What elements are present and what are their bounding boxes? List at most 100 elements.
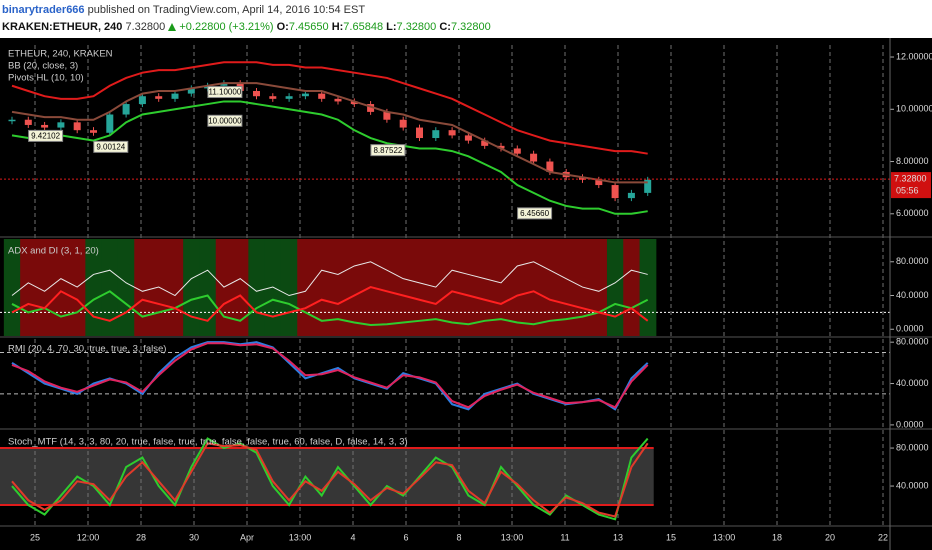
publish-line: binarytrader666 published on TradingView…: [2, 2, 491, 19]
trend-zone: [313, 239, 331, 336]
pivot-box: [93, 140, 129, 153]
x-tick-label: 11: [560, 532, 569, 542]
trend-zone: [606, 239, 624, 336]
change: +0.22800 (+3.21%): [179, 21, 274, 33]
trend-zone: [492, 239, 510, 336]
pivot-label: 6.45660: [520, 209, 549, 218]
candle: [318, 93, 326, 99]
candle: [432, 130, 440, 139]
x-tick-label: 12:00: [77, 532, 100, 542]
panel-title: RMI (20, 4, 70, 30, true, true, 3, false…: [8, 344, 166, 355]
trend-zone: [166, 239, 184, 336]
y-tick-label: 0.0000: [896, 324, 924, 334]
author[interactable]: binarytrader666: [2, 4, 85, 16]
candle: [448, 130, 456, 136]
candle: [41, 124, 49, 128]
x-tick-label: 8: [456, 532, 461, 542]
y-tick-label: 8.00000: [896, 156, 929, 166]
panel-title: ADX and DI (3, 1, 20): [8, 246, 99, 257]
x-tick-label: 13:00: [501, 532, 524, 542]
candle: [530, 153, 538, 162]
y-tick-label: 0.0000: [896, 419, 924, 429]
candle: [253, 90, 260, 97]
pivot-box: [517, 207, 553, 220]
x-tick-label: 20: [825, 532, 835, 542]
series-line: [11, 261, 648, 297]
trend-zone: [52, 239, 70, 336]
x-tick-label: 13:00: [289, 532, 312, 542]
x-tick-label: 4: [350, 532, 355, 542]
x-tick-label: 6: [403, 532, 408, 542]
candle: [627, 192, 635, 199]
candle: [497, 145, 505, 149]
series-line: [11, 82, 648, 184]
trend-zone: [101, 239, 119, 336]
candle: [106, 114, 114, 133]
up-arrow: [168, 23, 177, 31]
y-tick-label: 40.0000: [896, 378, 929, 388]
pivot-box: [207, 86, 243, 99]
trend-zone: [329, 239, 347, 336]
candle: [187, 88, 195, 94]
panel-title: ETHEUR, 240, KRAKEN: [8, 49, 113, 60]
trend-zone: [199, 239, 217, 336]
x-tick-label: 13:00: [713, 532, 736, 542]
countdown: 05:56: [896, 185, 919, 195]
trend-zone: [134, 239, 152, 336]
ohlc-key: O:: [276, 21, 289, 33]
candle: [611, 185, 619, 199]
pivot-label: 10.00000: [208, 116, 242, 125]
chart: 25 12:00 28 30 Apr 13:00 4 6 8 13:00 11 13 15 13:00 18…: [0, 38, 932, 550]
pivot-box: [370, 144, 406, 157]
trend-zone: [443, 239, 461, 336]
y-tick-label: 40.0000: [896, 290, 929, 300]
candle: [90, 130, 97, 133]
trend-zone: [395, 239, 412, 336]
candle: [269, 96, 277, 99]
series-line: [11, 342, 649, 409]
ohlc-value: 7.32800: [396, 21, 437, 33]
candle: [399, 119, 407, 128]
ticker-line: KRAKEN:ETHEUR, 240 7.32800 +0.22800 (+3.…: [2, 19, 491, 36]
candle: [350, 101, 358, 105]
price-tag-label: 7.32800: [894, 173, 927, 183]
trend-zone: [460, 239, 478, 336]
x-tick-label: 25: [30, 532, 40, 542]
candle: [595, 179, 603, 186]
x-tick-label: 22: [878, 532, 888, 542]
trend-zone: [590, 239, 608, 336]
pivot-box: [28, 129, 64, 142]
ohlc: O:7.45650 H:7.65848 L:7.32800 C:7.32800: [277, 21, 491, 33]
candle: [367, 104, 375, 112]
candle: [220, 83, 228, 86]
series-line: [11, 290, 649, 327]
price: 7.32800: [125, 21, 166, 33]
y-tick-label: 10.00000: [896, 104, 932, 114]
price-tag: [891, 172, 931, 199]
candle: [301, 93, 309, 97]
x-tick-label: 13: [613, 532, 623, 542]
trend-zone: [623, 239, 641, 336]
y-tick-label: 6.00000: [896, 208, 929, 218]
trend-zone: [411, 239, 429, 336]
published: published on TradingView.com, April 14, …: [87, 4, 366, 16]
pivot-label: 9.42102: [31, 132, 60, 141]
series-line: [11, 442, 649, 518]
band-fill: [0, 448, 654, 506]
candle: [8, 119, 16, 122]
candle: [334, 98, 342, 102]
symbol: KRAKEN:ETHEUR, 240: [2, 21, 123, 33]
x-tick-label: Apr: [240, 532, 254, 542]
x-tick-label: 30: [189, 532, 199, 542]
series-line: [11, 100, 648, 215]
trend-zone: [280, 239, 298, 336]
candle: [644, 179, 652, 193]
ohlc-key: C:: [439, 21, 451, 33]
pivot-box: [207, 114, 243, 127]
candle: [24, 119, 32, 125]
trend-zone: [639, 239, 657, 336]
indicator-label: BB (20, close, 3): [8, 61, 78, 72]
trend-zone: [232, 239, 249, 336]
candle: [57, 122, 65, 128]
